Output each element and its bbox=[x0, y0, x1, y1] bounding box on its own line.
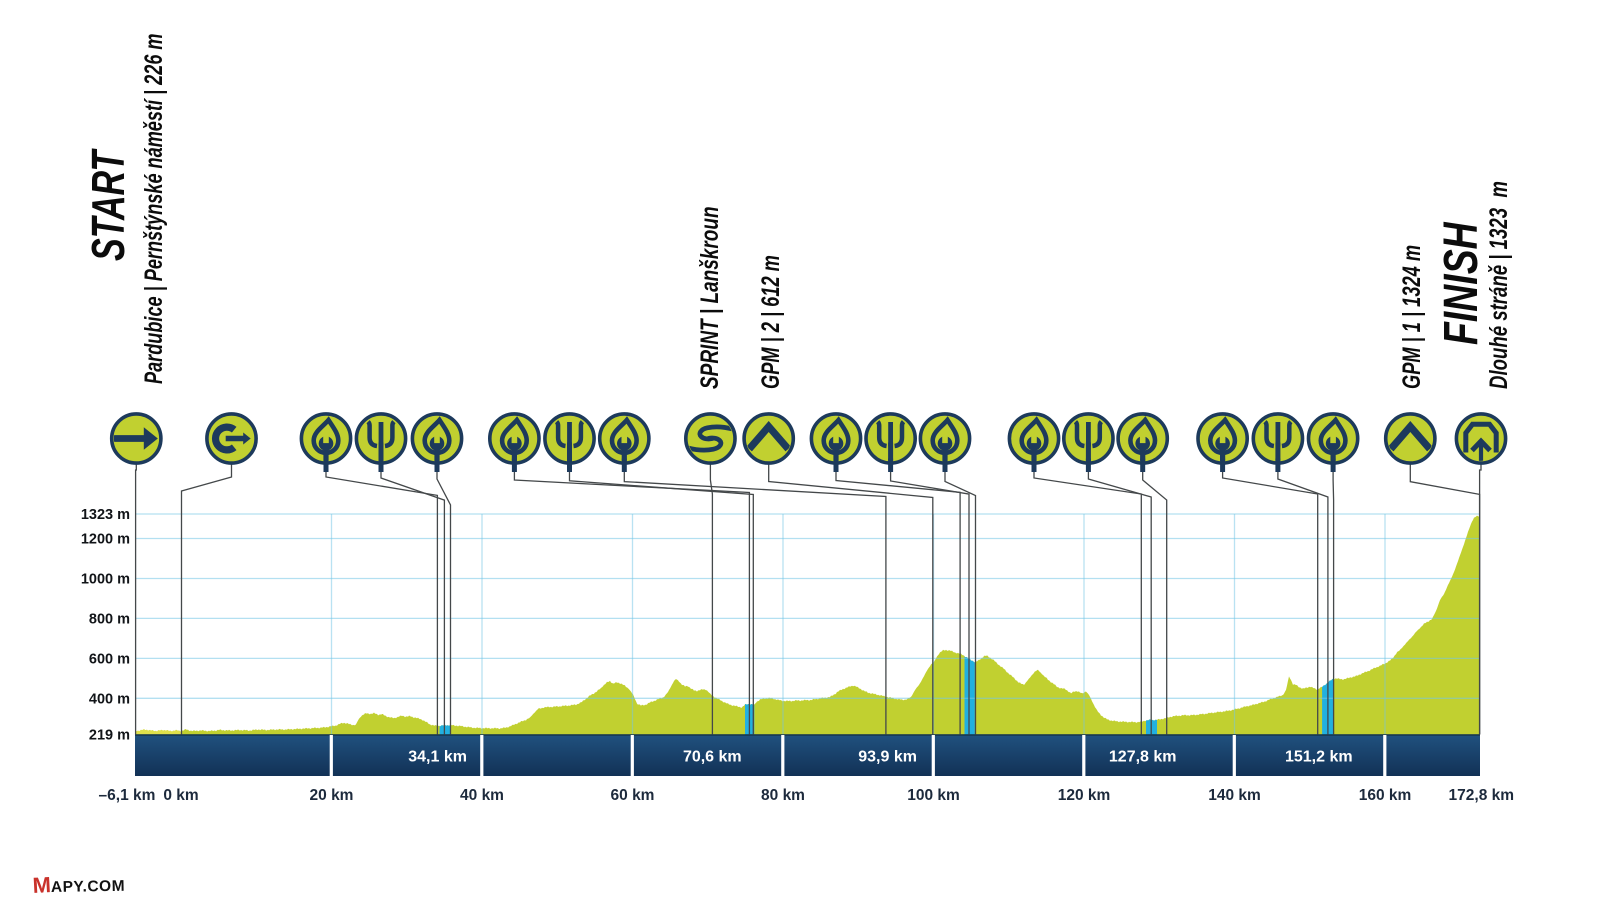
svg-text:151,2 km: 151,2 km bbox=[1285, 749, 1353, 766]
svg-text:120 km: 120 km bbox=[1058, 787, 1111, 804]
svg-text:0 km: 0 km bbox=[163, 787, 198, 804]
svg-text:60 km: 60 km bbox=[611, 787, 655, 804]
svg-text:127,8 km: 127,8 km bbox=[1109, 749, 1177, 766]
svg-text:Pardubice | Pernštýnské náměst: Pardubice | Pernštýnské náměstí | 226 m bbox=[139, 33, 168, 384]
svg-text:100 km: 100 km bbox=[907, 787, 960, 804]
svg-text:400 m: 400 m bbox=[89, 691, 130, 707]
svg-text:GPM | 2 | 612 m: GPM | 2 | 612 m bbox=[756, 255, 785, 389]
svg-text:160 km: 160 km bbox=[1359, 787, 1412, 804]
svg-text:START: START bbox=[82, 148, 134, 261]
svg-text:FINISH: FINISH bbox=[1435, 222, 1489, 345]
svg-text:Dlouhé stráně | 1323 m: Dlouhé stráně | 1323 m bbox=[1484, 181, 1512, 389]
svg-text:80 km: 80 km bbox=[761, 787, 805, 804]
svg-text:70,6 km: 70,6 km bbox=[683, 749, 742, 766]
svg-text:800 m: 800 m bbox=[89, 611, 130, 627]
svg-text:M: M bbox=[32, 872, 52, 898]
svg-text:93,9 km: 93,9 km bbox=[858, 749, 917, 766]
svg-text:34,1 km: 34,1 km bbox=[408, 749, 467, 766]
svg-text:SPRINT | Lanškroun: SPRINT | Lanškroun bbox=[695, 206, 723, 389]
svg-text:1200 m: 1200 m bbox=[81, 532, 130, 548]
svg-text:APY.COM: APY.COM bbox=[51, 878, 125, 896]
svg-text:219 m: 219 m bbox=[89, 728, 130, 744]
svg-text:140 km: 140 km bbox=[1208, 787, 1261, 804]
svg-text:600 m: 600 m bbox=[89, 651, 130, 667]
svg-text:–6,1 km: –6,1 km bbox=[99, 787, 156, 804]
svg-text:GPM | 1 | 1324 m: GPM | 1 | 1324 m bbox=[1397, 245, 1426, 389]
svg-text:1000 m: 1000 m bbox=[81, 572, 130, 588]
svg-text:1323 m: 1323 m bbox=[81, 507, 130, 523]
svg-text:20 km: 20 km bbox=[310, 787, 354, 804]
svg-text:172,8 km: 172,8 km bbox=[1449, 787, 1515, 804]
svg-text:40 km: 40 km bbox=[460, 787, 504, 804]
